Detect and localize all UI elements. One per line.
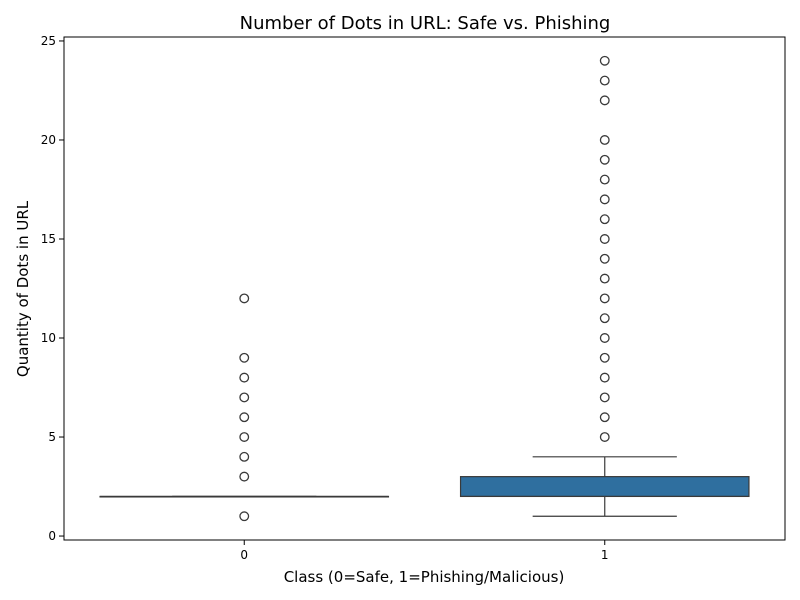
y-tick-label: 20 <box>41 133 56 147</box>
outlier-point <box>239 293 250 304</box>
outlier-point <box>599 293 610 304</box>
outlier-point <box>599 333 610 343</box>
outlier-point <box>599 352 610 363</box>
outlier-point <box>599 75 610 86</box>
outlier-point <box>239 432 250 442</box>
outlier-point <box>599 174 610 185</box>
outlier-point <box>599 432 610 442</box>
box-0 <box>99 293 390 522</box>
outlier-point <box>599 273 610 284</box>
outlier-point <box>239 471 250 482</box>
outlier-point <box>239 372 250 383</box>
chart-title: Number of Dots in URL: Safe vs. Phishing <box>240 13 611 34</box>
outlier-point <box>599 55 610 66</box>
y-axis-label: Quantity of Dots in URL <box>14 200 32 377</box>
y-tick-label: 25 <box>41 34 56 48</box>
y-tick-label: 10 <box>41 331 56 345</box>
y-tick-label: 15 <box>41 232 56 246</box>
outlier-point <box>239 511 250 522</box>
plot-frame <box>63 36 786 541</box>
y-tick-label: 5 <box>48 430 56 444</box>
outlier-point <box>599 392 610 403</box>
x-tick-label: 0 <box>240 548 248 562</box>
outlier-point <box>599 234 610 244</box>
outlier-point <box>239 352 250 363</box>
outlier-point <box>599 95 610 106</box>
outlier-point <box>239 392 250 403</box>
box-series <box>99 55 750 522</box>
outlier-point <box>599 194 610 205</box>
outlier-point <box>599 313 610 324</box>
outlier-point <box>599 372 610 383</box>
y-tick-label: 0 <box>48 529 56 543</box>
outlier-point <box>599 253 610 264</box>
outlier-point <box>599 412 610 423</box>
x-axis-label: Class (0=Safe, 1=Phishing/Malicious) <box>284 568 565 586</box>
outlier-point <box>239 451 250 462</box>
x-tick-label: 1 <box>601 548 609 562</box>
box-1 <box>459 55 750 517</box>
outlier-point <box>599 154 610 165</box>
iqr-box <box>459 476 750 498</box>
outlier-point <box>599 214 610 225</box>
y-axis-ticks: 0 5 10 15 20 25 <box>41 34 64 543</box>
outlier-point <box>239 412 250 423</box>
outlier-point <box>599 135 610 145</box>
